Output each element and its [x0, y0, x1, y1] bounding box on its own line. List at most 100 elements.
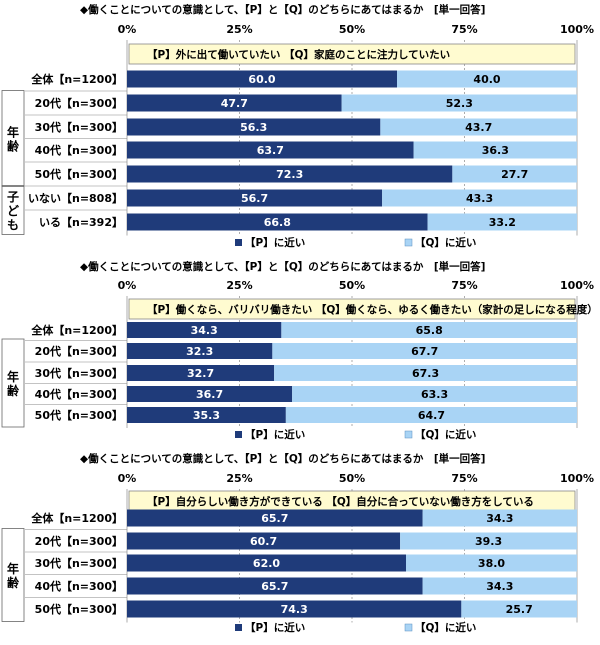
- chart3-bar-p: [127, 554, 406, 572]
- chart2-bar-p: [127, 322, 282, 338]
- chart1-legend-label-q: 【Q】に近い: [415, 236, 476, 249]
- chart1-bar-q: [452, 165, 577, 183]
- chart1-group-label: 年齢: [7, 125, 20, 154]
- chart2-category-label: 50代【n=300】: [35, 408, 123, 422]
- chart2-legend-swatch-q: [404, 430, 413, 439]
- chart1-value-label-p: 56.3: [240, 121, 267, 134]
- chart1-value-label-q: 33.2: [489, 216, 516, 229]
- chart1-value-label-q: 43.3: [466, 192, 493, 205]
- chart2-value-label-q: 65.8: [416, 324, 443, 337]
- chart1-tick-label: 75%: [451, 23, 477, 36]
- chart2-value-label-p: 36.7: [196, 388, 223, 401]
- chart1-bar-p: [127, 189, 383, 207]
- chart3-legend-label-q: 【Q】に近い: [415, 621, 476, 634]
- chart1-bar-p: [127, 70, 397, 88]
- chart3-value-label-p: 65.7: [261, 580, 288, 593]
- chart3-value-label-q: 39.3: [475, 535, 502, 548]
- chart1-group-box: [1, 90, 25, 187]
- chart3-value-label-p: 65.7: [261, 512, 288, 525]
- chart1-legend-label-p: 【P】に近い: [245, 236, 305, 249]
- chart3-statement-text: 【P】自分らしい働き方ができている 【Q】自分に合っていない働き方をしている: [147, 495, 534, 508]
- chart3-group-label: 年齢: [7, 561, 20, 590]
- chart1-category-label: いる【n=392】: [39, 216, 123, 229]
- chart1-value-label-p: 56.7: [241, 192, 268, 205]
- chart3-legend-swatch-q: [404, 623, 413, 632]
- chart2-bar-q: [281, 322, 577, 338]
- chart1-value-label-p: 66.8: [264, 216, 291, 229]
- chart2-bar-p: [127, 386, 293, 402]
- chart2-value-label-q: 63.3: [421, 388, 448, 401]
- chart1-group-box: [1, 185, 25, 235]
- chart3-value-label-q: 25.7: [506, 603, 533, 616]
- chart1-category-label: 20代【n=300】: [35, 96, 123, 110]
- chart3-bar-p: [127, 509, 423, 527]
- chart3-category-label: 40代【n=300】: [35, 579, 123, 593]
- chart2-value-label-q: 67.3: [412, 367, 439, 380]
- chart3-category-label: 50代【n=300】: [35, 602, 123, 616]
- chart1-tick-label: 100%: [560, 23, 594, 36]
- chart1-bar-q: [427, 213, 577, 231]
- chart1-value-label-p: 60.0: [248, 73, 275, 86]
- chart3-bar-p: [127, 577, 423, 595]
- chart1-value-label-q: 40.0: [473, 73, 500, 86]
- chart3-legend-swatch-p: [235, 624, 242, 631]
- chart1-category-label: 40代【n=300】: [35, 143, 123, 157]
- chart2-category-label: 20代【n=300】: [35, 344, 123, 358]
- chart2-category-label: 30代【n=300】: [35, 366, 123, 380]
- chart2-tick-label: 100%: [560, 279, 594, 292]
- chart1-bar-p: [127, 165, 453, 183]
- chart1-bar-q: [380, 118, 577, 136]
- chart2-category-label: 全体【n=1200】: [30, 323, 123, 337]
- chart1-tick-label: 25%: [226, 23, 252, 36]
- chart3-bar-q: [422, 577, 577, 595]
- chart3-value-label-p: 62.0: [253, 557, 280, 570]
- chart2-tick-label: 75%: [451, 279, 477, 292]
- chart1-bar-p: [127, 94, 342, 112]
- chart3-tick-label: 50%: [339, 472, 365, 485]
- chart1-bar-q: [413, 141, 577, 159]
- chart2-tick-label: 25%: [226, 279, 252, 292]
- chart2-title: ◆働くことについての意識として、【P】と【Q】のどちらにあてはまるか [単一回答…: [80, 260, 485, 273]
- chart3-group-box: [1, 528, 25, 622]
- chart1-legend-swatch-q: [404, 238, 413, 247]
- chart2-bar-q: [292, 386, 577, 402]
- chart2-bar-q: [272, 343, 577, 359]
- chart2-group-label: 年齢: [7, 369, 20, 398]
- chart2-statement-box: [128, 298, 576, 320]
- chart3-tick-label: 100%: [560, 472, 594, 485]
- chart2-value-label-p: 34.3: [191, 324, 218, 337]
- chart2-group-box: [1, 338, 25, 428]
- chart3-bar-q: [461, 600, 577, 618]
- chart3-category-label: 30代【n=300】: [35, 556, 123, 570]
- chart2-value-label-p: 35.3: [193, 409, 220, 422]
- chart1-value-label-q: 36.3: [482, 144, 509, 157]
- chart1-value-label-p: 63.7: [257, 144, 284, 157]
- chart2-value-label-p: 32.7: [187, 367, 214, 380]
- chart3-tick-label: 75%: [451, 472, 477, 485]
- chart3-value-label-p: 74.3: [281, 603, 308, 616]
- chart1-tick-label: 50%: [339, 23, 365, 36]
- chart3-tick-label: 0%: [118, 472, 137, 485]
- chart3-bar-q: [400, 532, 577, 550]
- chart1-statement-text: 【P】外に出て働いていたい 【Q】家庭のことに注力していたい: [147, 48, 450, 61]
- chart3-value-label-q: 38.0: [478, 557, 505, 570]
- chart2-tick-label: 50%: [339, 279, 365, 292]
- chart2-legend-label-p: 【P】に近い: [245, 428, 305, 441]
- chart1-title: ◆働くことについての意識として、【P】と【Q】のどちらにあてはまるか [単一回答…: [80, 3, 485, 16]
- chart2-value-label-p: 32.3: [186, 345, 213, 358]
- chart3-value-label-p: 60.7: [250, 535, 277, 548]
- chart2-statement-text: 【P】働くなら、バリバリ働きたい 【Q】働くなら、ゆるく働きたい（家計の足しにな…: [147, 303, 598, 316]
- chart1-bar-p: [127, 141, 414, 159]
- chart1-value-label-q: 27.7: [501, 168, 528, 181]
- chart1-category-label: 50代【n=300】: [35, 167, 123, 181]
- chart1-value-label-q: 52.3: [446, 97, 473, 110]
- chart2-value-label-q: 67.7: [411, 345, 438, 358]
- chart2-category-label: 40代【n=300】: [35, 387, 123, 401]
- chart3-category-label: 20代【n=300】: [35, 534, 123, 548]
- chart2-bar-q: [285, 407, 577, 423]
- chart1-value-label-q: 43.7: [465, 121, 492, 134]
- chart3-bar-q: [422, 509, 577, 527]
- chart1-category-label: 全体【n=1200】: [30, 72, 123, 86]
- chart1-category-label: いない【n=808】: [28, 192, 123, 205]
